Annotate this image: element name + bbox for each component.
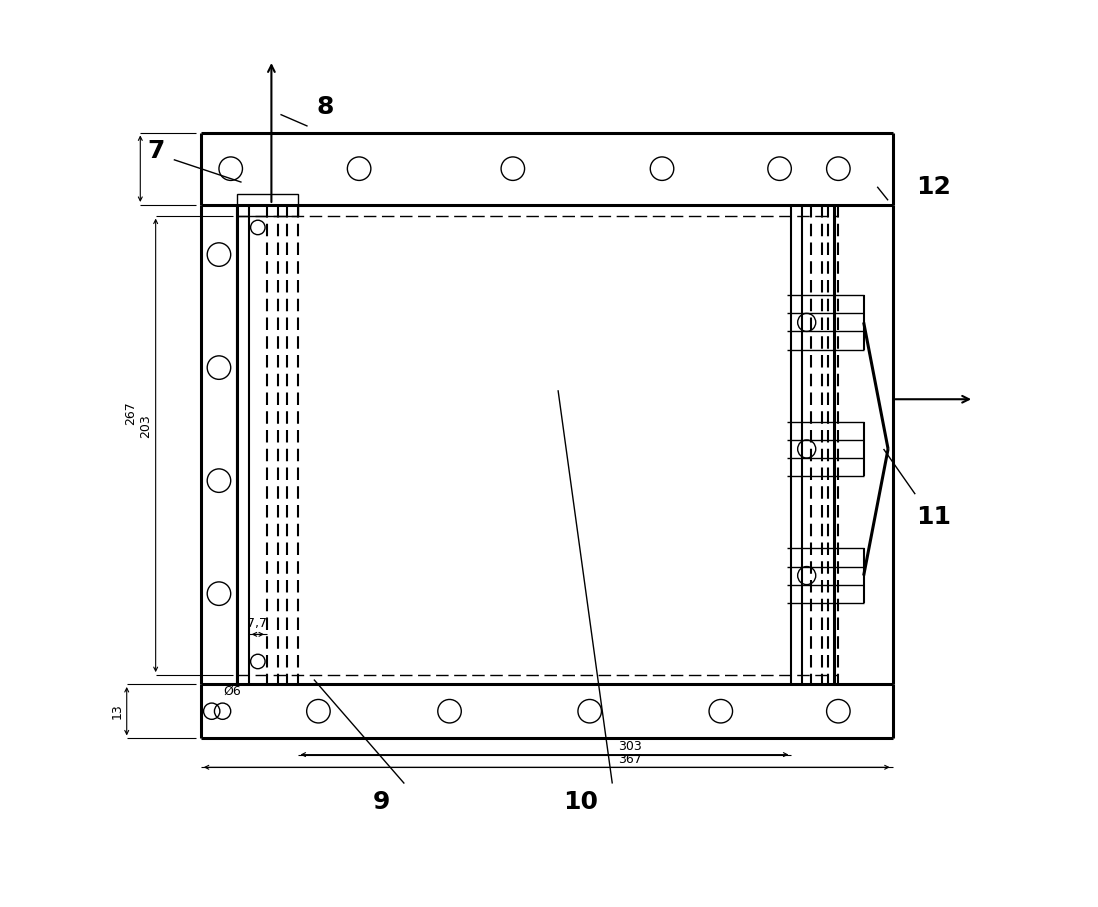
Text: 7,7: 7,7 (247, 617, 267, 630)
Bar (237, 193, 298, 216)
Text: 10: 10 (563, 790, 598, 814)
Text: 267: 267 (124, 401, 137, 424)
Text: 7: 7 (147, 139, 165, 162)
Text: 303: 303 (618, 740, 642, 753)
Text: 367: 367 (618, 753, 642, 766)
Text: 11: 11 (916, 505, 951, 529)
Text: Ø6: Ø6 (224, 685, 242, 697)
Text: 8: 8 (316, 95, 334, 119)
Text: 12: 12 (916, 175, 951, 199)
Text: 203: 203 (139, 414, 153, 438)
Text: 9: 9 (373, 790, 391, 814)
Text: 13: 13 (110, 703, 123, 719)
